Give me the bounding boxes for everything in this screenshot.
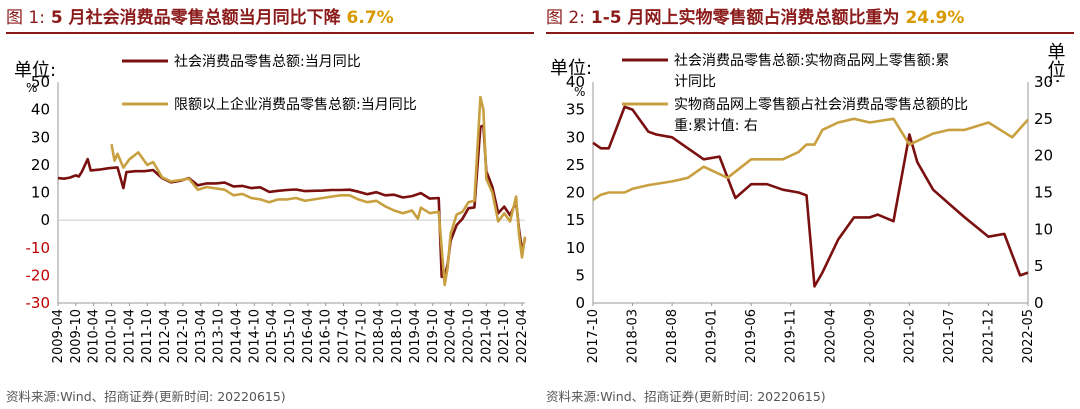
y-tick-label: -30 — [26, 294, 51, 312]
y-tick-label: 30 — [31, 128, 50, 146]
x-tick-label: 2016-10 — [319, 309, 334, 363]
y-tick-label: 50 — [31, 73, 50, 91]
y-tick-label: -10 — [26, 239, 51, 257]
x-tick-label: 2009-04 — [51, 309, 66, 363]
figure-label-1: 图 1: — [6, 8, 45, 28]
x-tick-label: 2021-04 — [479, 309, 494, 363]
x-tick-label: 2012-10 — [176, 309, 191, 363]
y-axis-unit-percent: % — [26, 81, 37, 95]
x-tick-label: 2012-04 — [158, 309, 173, 363]
chart-title-1: 图 1: 5 月社会消费品零售总额当月同比下降 6.7% — [6, 6, 534, 34]
y-tick-label: 10 — [566, 239, 585, 257]
legend-label-1: 社会消费品零售总额:当月同比 — [174, 54, 361, 70]
series-line-2 — [592, 117, 1029, 201]
x-tick-label: 2015-04 — [265, 309, 280, 363]
y-tick-label-right: 5 — [1034, 257, 1044, 275]
legend-label-2: 实物商品网上零售额占社会消费品零售总额的比 — [674, 97, 968, 113]
chart-title-2: 图 2: 1-5 月网上实物零售额占消费总额比重为 24.9% — [546, 6, 1074, 34]
chart-headline-1: 5 月社会消费品零售总额当月同比下降 — [50, 8, 341, 28]
x-tick-label: 2018-03 — [626, 309, 641, 363]
x-tick-label: 2021-07 — [942, 309, 957, 363]
x-tick-label: 2011-04 — [122, 309, 137, 363]
y-tick-label: 15 — [566, 211, 585, 229]
chart-panel-1: 图 1: 5 月社会消费品零售总额当月同比下降 6.7% -30 -20 -10 0 1… — [6, 6, 534, 404]
y-tick-label-right: 15 — [1034, 184, 1053, 202]
x-tick-label: 2020-10 — [461, 309, 476, 363]
y-tick-label: 35 — [566, 101, 585, 119]
x-tick-label: 2021-10 — [497, 309, 512, 363]
x-tick-label: 2010-04 — [87, 309, 102, 363]
chart-highlight-1: 6.7% — [346, 8, 394, 28]
y-tick-label: 0 — [40, 211, 50, 229]
source-note-2: 资料来源:Wind、招商证券(更新时间: 20220615) — [546, 389, 826, 404]
series-line-1 — [592, 105, 1029, 288]
y-tick-label: 25 — [566, 156, 585, 174]
x-tick-label: 2017-04 — [337, 309, 352, 363]
legend-label-1: 社会消费品零售总额:实物商品网上零售额:累 — [674, 53, 949, 69]
y-tick-label-right: 10 — [1034, 220, 1053, 238]
x-tick-label: 2018-04 — [372, 309, 387, 363]
x-tick-label: 2019-01 — [705, 309, 720, 363]
x-tick-label: 2015-10 — [283, 309, 298, 363]
x-tick-label: 2017-10 — [354, 309, 369, 363]
y-axis-unit-label: 单位: — [14, 60, 56, 81]
x-tick-label: 2019-06 — [744, 309, 759, 363]
y-tick-label: 20 — [31, 156, 50, 174]
x-tick-label: 2018-08 — [665, 309, 680, 363]
chart-headline-2: 1-5 月网上实物零售额占消费总额比重为 — [590, 8, 900, 28]
line-chart-1: -30 -20 -10 0 10 20 30 40 50 2009-04 2009-10 2010-0… — [14, 54, 530, 363]
line-chart-2: 0 5 10 15 20 25 30 35 40 0 5 10 15 20 25 30 2017-10 2018-… — [550, 42, 1066, 363]
x-tick-label: 2013-04 — [194, 309, 209, 363]
x-tick-label: 2018-10 — [390, 309, 405, 363]
chart-panel-2: 图 2: 1-5 月网上实物零售额占消费总额比重为 24.9% 0 5 10 15 20… — [540, 0, 1080, 409]
y-tick-label: 0 — [575, 294, 585, 312]
chart-highlight-2: 24.9% — [905, 8, 965, 28]
x-tick-label: 2022-04 — [515, 309, 530, 363]
x-tick-label: 2019-10 — [426, 309, 441, 363]
y-tick-label-right: 20 — [1034, 147, 1053, 165]
legend-label-1: 计同比 — [674, 74, 716, 90]
x-tick-label: 2019-04 — [408, 309, 423, 363]
x-tick-label: 2021-12 — [981, 309, 996, 363]
x-tick-label: 2020-09 — [863, 309, 878, 363]
y-tick-label: -20 — [26, 266, 51, 284]
y-tick-label: 30 — [566, 128, 585, 146]
x-tick-label: 2020-04 — [823, 309, 838, 363]
y-axis-unit-percent: % — [574, 85, 585, 99]
x-tick-label: 2017-10 — [586, 309, 601, 363]
x-tick-label: 2019-11 — [784, 309, 799, 363]
series-line-2 — [110, 95, 527, 287]
x-tick-label: 2020-04 — [444, 309, 459, 363]
x-tick-label: 2011-10 — [140, 309, 155, 363]
x-tick-label: 2010-10 — [105, 309, 120, 363]
y-tick-label: 5 — [575, 266, 585, 284]
legend-label-2: 重:累计值: 右 — [674, 118, 758, 134]
y-tick-label-right: 30 — [1034, 73, 1053, 91]
x-tick-label: 2014-04 — [229, 309, 244, 363]
y-axis-right-unit-label: 单位: — [1045, 42, 1066, 84]
y-tick-label: 40 — [31, 101, 50, 119]
y-tick-label: 10 — [31, 184, 50, 202]
x-tick-label: 2016-04 — [301, 309, 316, 363]
figure-label-2: 图 2: — [546, 8, 585, 28]
y-tick-label-right: 25 — [1034, 110, 1053, 128]
legend-label-2: 限额以上企业消费品零售总额:当月同比 — [174, 96, 417, 113]
y-axis-unit-label: 单位: — [550, 58, 592, 79]
y-tick-label-right: 0 — [1034, 294, 1044, 312]
x-tick-label: 2022-05 — [1021, 309, 1036, 363]
y-tick-label: 20 — [566, 184, 585, 202]
y-tick-label: 40 — [566, 73, 585, 91]
x-tick-label: 2021-02 — [902, 309, 917, 363]
x-tick-label: 2009-10 — [69, 309, 84, 363]
series-line-1 — [57, 124, 527, 279]
x-tick-label: 2013-10 — [212, 309, 227, 363]
x-tick-label: 2014-10 — [247, 309, 262, 363]
source-note-1: 资料来源:Wind、招商证券(更新时间: 20220615) — [6, 389, 286, 404]
